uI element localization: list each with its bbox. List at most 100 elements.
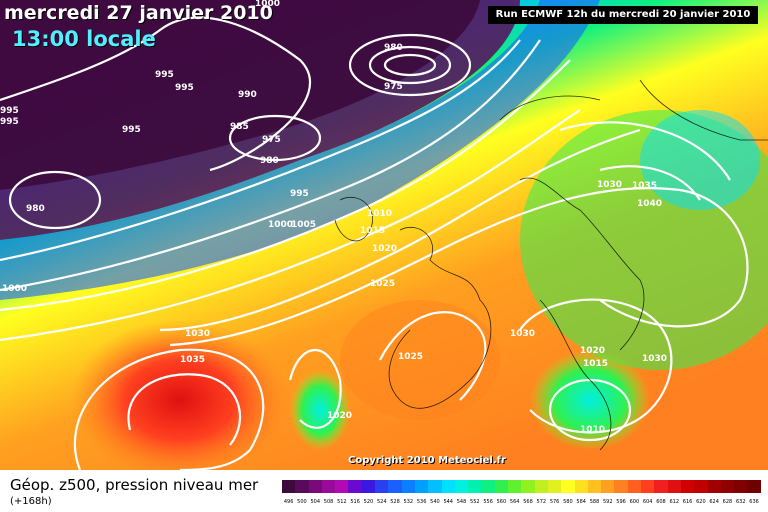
legend-label: 632 — [735, 499, 746, 505]
legend-label: 624 — [709, 499, 719, 505]
legend-label: 580 — [563, 499, 573, 505]
legend-swatch — [428, 480, 442, 493]
legend-label: 536 — [416, 499, 427, 505]
isobar-label: 1010 — [580, 425, 605, 435]
map-canvas: 1000 995 995 995 995 995 990 985 980 975… — [0, 0, 768, 470]
isobar-label: 980 — [384, 43, 403, 53]
legend-swatch — [521, 480, 535, 493]
legend-swatch — [348, 480, 362, 493]
isobar-label: 1010 — [367, 209, 392, 219]
isobar-label: 1020 — [327, 411, 352, 421]
legend-swatch — [601, 480, 615, 493]
legend-swatch — [414, 480, 429, 493]
legend-label: 508 — [323, 499, 334, 505]
legend-label: 548 — [456, 499, 467, 505]
color-legend — [282, 480, 761, 493]
legend-swatch — [321, 480, 336, 493]
legend-swatch — [667, 480, 681, 493]
legend-label: 620 — [696, 499, 706, 505]
legend-label: 552 — [470, 499, 480, 505]
legend-label: 556 — [483, 499, 493, 505]
legend-label: 568 — [523, 499, 533, 505]
legend-swatch — [654, 480, 668, 493]
isobar-label: 1000 — [268, 220, 293, 230]
legend-swatch — [627, 480, 642, 493]
legend-swatch — [388, 480, 402, 493]
isobar-label: 980 — [260, 156, 279, 166]
isobar-label: 995 — [175, 83, 194, 93]
legend-label: 512 — [337, 499, 347, 505]
legend-swatch — [720, 480, 735, 493]
legend-swatch — [747, 480, 761, 493]
isobar-label: 985 — [230, 122, 249, 132]
legend-label: 596 — [616, 499, 626, 505]
legend-label: 528 — [390, 499, 400, 505]
legend-label: 544 — [443, 499, 453, 505]
legend-swatch — [282, 480, 296, 493]
isobar-label: 995 — [122, 125, 141, 135]
forecast-date: mercredi 27 janvier 2010 — [4, 2, 273, 24]
legend-label: 612 — [669, 499, 680, 505]
legend-swatch — [295, 480, 309, 493]
legend-label: 500 — [297, 499, 307, 505]
isobar-labels: 1000 995 995 995 995 995 990 985 980 975… — [0, 0, 667, 435]
isobars — [0, 16, 749, 470]
legend-label: 576 — [549, 499, 560, 505]
legend-label: 636 — [749, 499, 759, 505]
legend-swatch — [547, 480, 562, 493]
legend-swatch — [561, 480, 575, 493]
legend-swatch — [734, 480, 748, 493]
legend-swatch — [534, 480, 548, 493]
legend-swatch — [401, 480, 415, 493]
isobar-label: 1000 — [2, 284, 27, 294]
legend-label: 496 — [283, 499, 294, 505]
isobar-label: 995 — [155, 70, 174, 80]
isobar-label: 1000 — [255, 0, 280, 9]
isobar-label: 1030 — [510, 329, 535, 339]
variable-title: Géop. z500, pression niveau mer — [10, 476, 259, 494]
footer-bar: Géop. z500, pression niveau mer (+168h) … — [0, 470, 768, 512]
isobar-label: 995 — [0, 117, 19, 127]
legend-labels: 496 500 504 508 512 516 520 524 528 532 536 540 544 5… — [282, 499, 761, 505]
legend-label: 616 — [682, 499, 693, 505]
legend-label: 520 — [363, 499, 374, 505]
isobar-label: 975 — [384, 82, 403, 92]
legend-label: 600 — [629, 499, 640, 505]
isobar-label: 980 — [26, 204, 45, 214]
isobar-label: 975 — [262, 135, 281, 145]
legend-swatch — [494, 480, 509, 493]
legend-swatch — [707, 480, 721, 493]
legend-label: 540 — [430, 499, 440, 505]
copyright-text: Copyright 2010 Meteociel.fr — [348, 455, 506, 466]
isobar-label: 1015 — [360, 226, 385, 236]
legend-swatch — [574, 480, 588, 493]
legend-label: 532 — [403, 499, 414, 505]
legend-swatch — [441, 480, 455, 493]
legend-label: 604 — [642, 499, 653, 505]
legend-swatch — [361, 480, 376, 493]
isobar-label: 1020 — [372, 244, 397, 254]
legend-swatch — [614, 480, 628, 493]
legend-label: 592 — [603, 499, 613, 505]
legend-swatch — [587, 480, 602, 493]
isobar-label: 1015 — [583, 359, 608, 369]
legend-swatch — [454, 480, 469, 493]
legend-swatch — [375, 480, 389, 493]
forecast-time: 13:00 locale — [12, 27, 156, 51]
isobar-label: 995 — [0, 106, 19, 116]
isobar-label: 1020 — [580, 346, 605, 356]
isobar-label: 990 — [238, 90, 257, 100]
legend-swatch — [308, 480, 322, 493]
isobar-label: 1025 — [370, 279, 395, 289]
isobar-label: 1025 — [398, 352, 423, 362]
cold-pool — [530, 350, 650, 450]
cyan-zone — [640, 110, 760, 210]
legend-swatch — [335, 480, 349, 493]
legend-label: 584 — [576, 499, 586, 505]
isobar-label: 995 — [290, 189, 309, 199]
azores-high-zone — [70, 320, 290, 470]
legend-swatch — [680, 480, 695, 493]
legend-swatch — [641, 480, 655, 493]
legend-label: 572 — [536, 499, 547, 505]
legend-label: 560 — [496, 499, 507, 505]
